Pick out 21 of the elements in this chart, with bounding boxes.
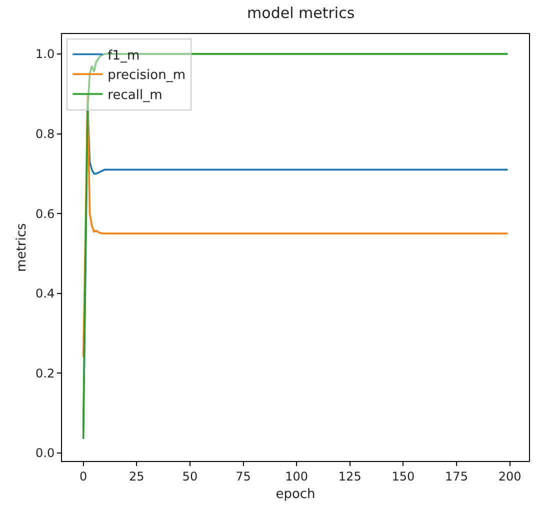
legend-label: f1_m	[108, 48, 140, 64]
x-tick-label: 0	[80, 469, 88, 484]
x-axis-title: epoch	[276, 487, 316, 502]
y-tick-label: 0.8	[36, 126, 55, 141]
x-tick-label: 100	[285, 469, 308, 484]
x-tick-label: 150	[392, 469, 415, 484]
x-tick-label: 125	[338, 469, 362, 484]
legend-label: precision_m	[108, 68, 186, 84]
y-tick-label: 0.0	[36, 446, 55, 460]
x-tick-label: 200	[498, 469, 522, 484]
x-tick-label: 50	[182, 469, 198, 484]
y-tick-label: 0.4	[36, 286, 55, 301]
y-tick-label: 1.0	[36, 47, 55, 62]
chart-title: model metrics	[247, 4, 355, 22]
legend-label: recall_m	[108, 88, 162, 104]
x-tick-label: 25	[128, 469, 144, 484]
y-tick-label: 0.2	[36, 366, 55, 380]
x-tick-label: 75	[236, 469, 251, 484]
x-tick-label: 175	[445, 469, 468, 484]
y-axis-title: metrics	[14, 222, 30, 272]
y-tick-label: 0.6	[36, 206, 55, 221]
